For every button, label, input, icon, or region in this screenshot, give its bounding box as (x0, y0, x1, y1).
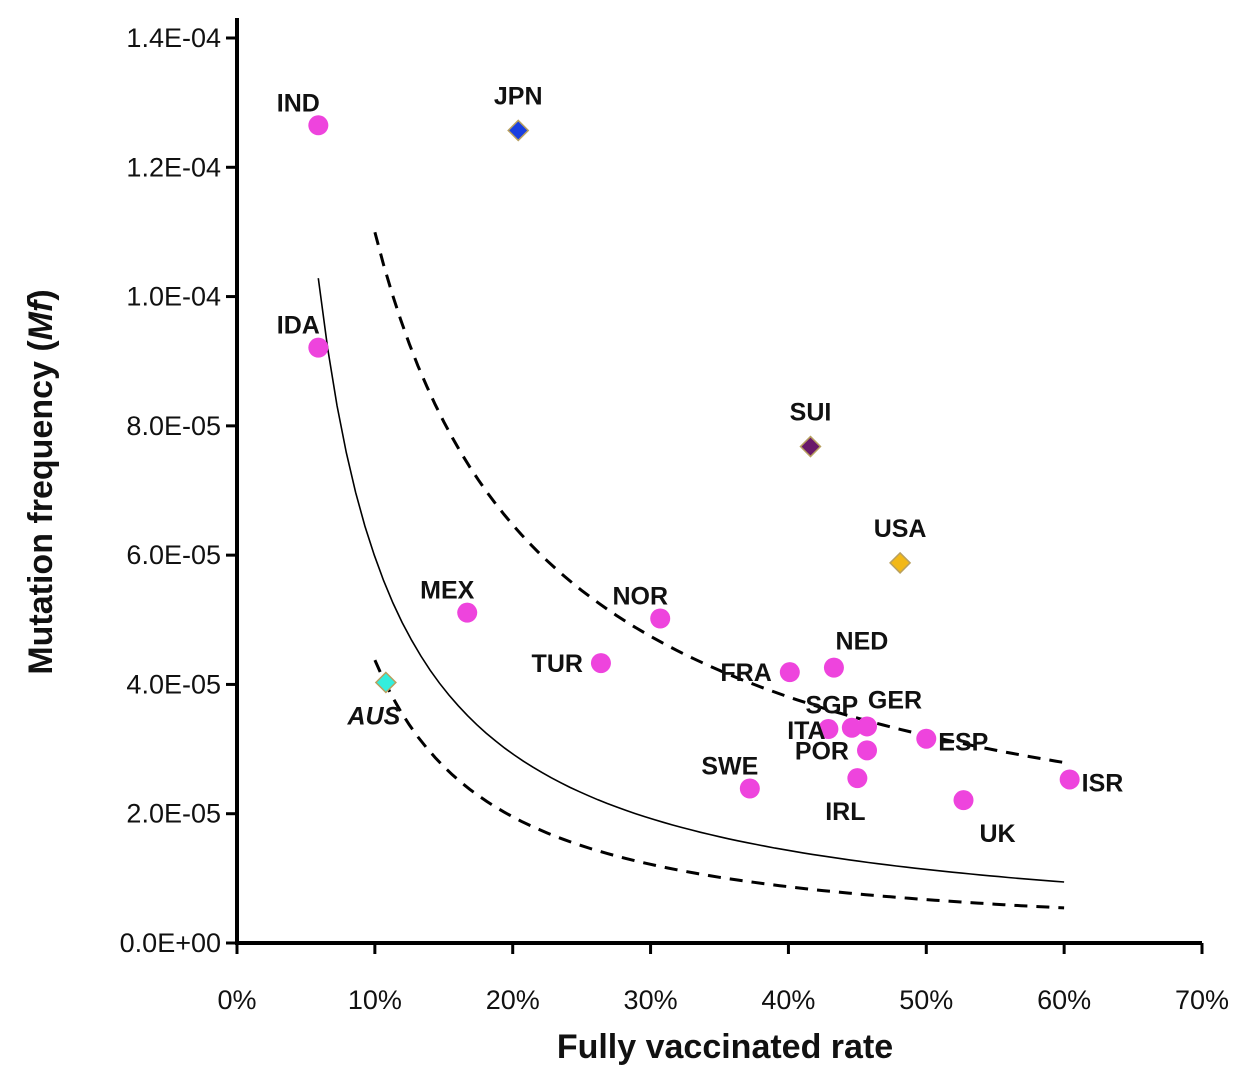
label-irl: IRL (825, 798, 865, 826)
label-mex: MEX (420, 577, 475, 605)
point-isr (1059, 769, 1080, 790)
label-swe: SWE (701, 753, 758, 781)
point-irl (847, 768, 868, 789)
label-ned: NED (836, 628, 889, 656)
label-tur: TUR (532, 650, 583, 678)
y-tick-label: 1.2E-04 (126, 152, 221, 182)
point-por (857, 740, 878, 761)
point-tur (590, 653, 611, 674)
point-sgp (841, 717, 862, 738)
fit-lines (317, 231, 1065, 910)
label-usa: USA (874, 515, 927, 543)
x-tick-label: 40% (761, 985, 815, 1015)
label-sgp: SGP (805, 692, 858, 720)
point-ita (818, 719, 839, 740)
fit-curve (317, 278, 1065, 883)
x-tick-label: 60% (1037, 985, 1091, 1015)
label-ger: GER (868, 686, 922, 714)
point-ind (308, 115, 329, 136)
x-axis-title: Fully vaccinated rate (557, 1028, 893, 1066)
point-sui (799, 435, 822, 458)
y-axis-title: Mutation frequency (Mf) (22, 289, 60, 674)
y-axis-title-italic: Mf (22, 297, 60, 340)
point-uk (953, 790, 974, 811)
x-tick-label: 10% (348, 985, 402, 1015)
label-nor: NOR (612, 582, 668, 610)
upper-bound-curve (373, 231, 1065, 764)
x-tick-label: 70% (1175, 985, 1229, 1015)
y-tick-label: 0.0E+00 (120, 928, 221, 958)
point-jpn (507, 119, 530, 142)
label-esp: ESP (938, 729, 988, 757)
y-tick-label: 8.0E-05 (126, 411, 221, 441)
label-uk: UK (979, 820, 1015, 848)
x-tick-label: 0% (217, 985, 256, 1015)
point-fra (779, 662, 800, 683)
label-jpn: JPN (494, 82, 543, 110)
x-tick-label: 50% (899, 985, 953, 1015)
point-usa (889, 551, 912, 574)
x-tick-label: 30% (624, 985, 678, 1015)
label-fra: FRA (720, 659, 771, 687)
data-points (308, 115, 1080, 811)
point-aus (374, 671, 397, 694)
point-ida (308, 337, 329, 358)
y-tick-label: 2.0E-05 (126, 799, 221, 829)
label-por: POR (795, 737, 849, 765)
label-isr: ISR (1082, 769, 1124, 797)
y-axis-title-suffix: ) (22, 289, 60, 300)
axes: 0.0E+00 2.0E-05 4.0E-05 6.0E-05 8.0E-05 1.0E-… (120, 18, 1229, 1015)
y-tick-label: 6.0E-05 (126, 540, 221, 570)
lower-bound-curve (373, 659, 1065, 910)
label-ita: ITA (787, 717, 825, 745)
label-sui: SUI (790, 399, 832, 427)
point-ned (823, 657, 844, 678)
x-tick-label: 20% (486, 985, 540, 1015)
y-axis-title-main: Mutation frequency ( (22, 340, 60, 675)
label-ida: IDA (277, 312, 320, 340)
y-tick-label: 1.0E-04 (126, 282, 221, 312)
point-mex (457, 602, 478, 623)
point-esp (916, 728, 937, 749)
y-tick-label: 4.0E-05 (126, 669, 221, 699)
label-aus: AUS (346, 702, 400, 730)
point-ger (857, 716, 878, 737)
y-tick-label: 1.4E-04 (126, 23, 221, 53)
label-ind: IND (277, 89, 320, 117)
point-swe (739, 778, 760, 799)
point-nor (650, 608, 671, 629)
